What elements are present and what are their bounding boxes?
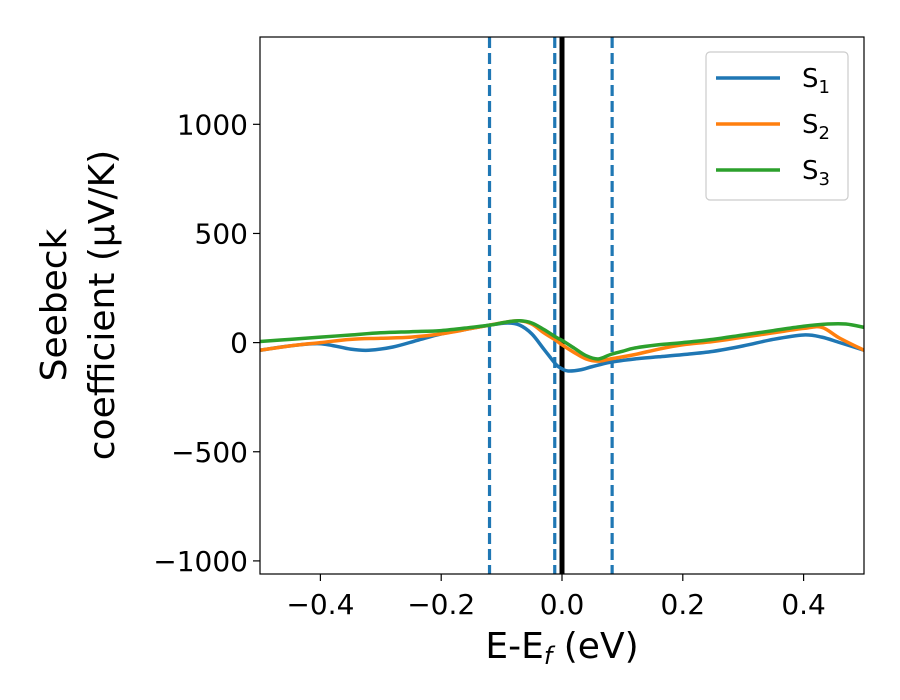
legend-label-s2: S2 <box>802 110 830 144</box>
y-axis-title-line1: Seebeck <box>34 228 75 381</box>
x-tick-label: −0.4 <box>286 588 354 621</box>
x-axis-title: E-Ef (eV) <box>485 626 638 670</box>
legend-label-s3: S3 <box>802 156 830 190</box>
y-tick-label: 1000 <box>177 108 248 141</box>
legend: S1 S2 S3 <box>705 51 849 201</box>
legend-label-s1: S1 <box>802 64 830 98</box>
y-tick-label: 500 <box>195 217 248 250</box>
legend-box <box>705 51 849 201</box>
series-line-s1 <box>260 321 864 373</box>
series-line-s3 <box>260 318 864 361</box>
y-axis-title: Seebeck coefficient (μV/K) <box>34 150 123 460</box>
x-tick-label: −0.2 <box>407 588 475 621</box>
y-tick-label: −500 <box>171 436 248 469</box>
y-tick-label: 0 <box>230 327 248 360</box>
y-tick-label: −1000 <box>153 545 248 578</box>
series-line-s2 <box>260 318 864 363</box>
x-tick-label: 0.4 <box>781 588 826 621</box>
x-tick-label: 0.2 <box>661 588 706 621</box>
x-tick-label: 0.0 <box>540 588 585 621</box>
y-axis-title-line2: coefficient (μV/K) <box>82 150 123 460</box>
